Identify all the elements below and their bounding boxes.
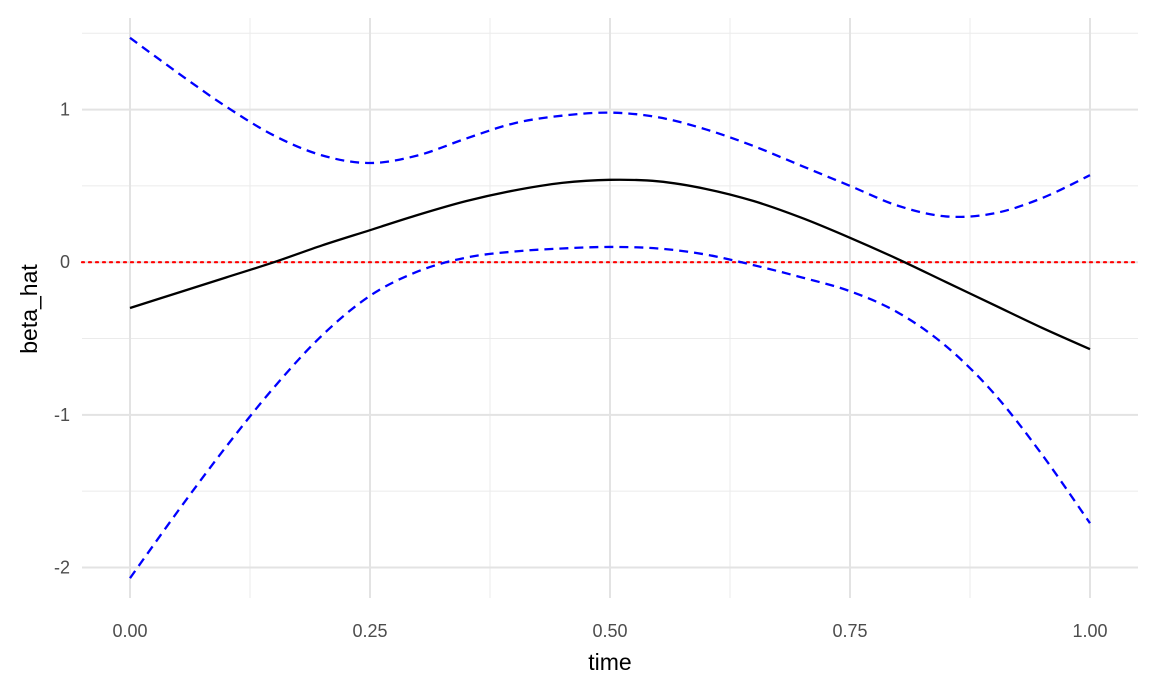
beta-hat-estimate-line	[129, 178, 1091, 351]
y-tick-label: -1	[54, 405, 70, 425]
upper-confidence-band-line	[129, 36, 1091, 219]
x-tick-label: 0.75	[832, 621, 867, 641]
x-axis-tick-labels: 0.00 0.25 0.50 0.75 1.00	[112, 621, 1107, 641]
y-tick-label: -2	[54, 557, 70, 577]
lower-confidence-band-line	[129, 245, 1091, 579]
x-tick-label: 0.00	[112, 621, 147, 641]
x-tick-label: 0.50	[592, 621, 627, 641]
x-axis-title: time	[588, 649, 631, 675]
x-tick-label: 0.25	[352, 621, 387, 641]
y-tick-label: 1	[60, 100, 70, 120]
y-axis-tick-labels: -2 -1 0 1	[54, 100, 70, 578]
y-tick-label: 0	[60, 252, 70, 272]
series-layer	[129, 36, 1091, 579]
major-gridlines	[82, 18, 1138, 598]
y-axis-title: beta_hat	[16, 264, 42, 354]
x-tick-label: 1.00	[1072, 621, 1107, 641]
